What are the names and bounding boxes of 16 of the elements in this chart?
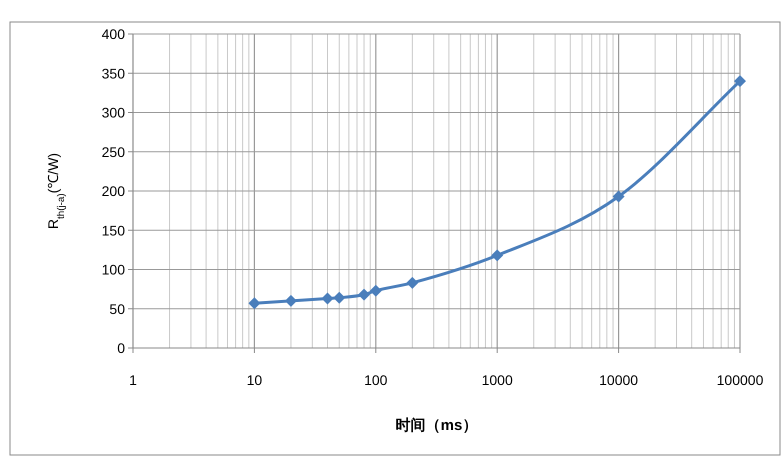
y-tick-label: 300 — [102, 104, 126, 120]
y-tick-label: 400 — [102, 26, 126, 42]
y-tick-label: 350 — [102, 65, 126, 82]
x-tick-label: 1 — [129, 372, 138, 388]
y-tick-label: 50 — [109, 300, 126, 317]
x-tick-label: 10 — [246, 372, 262, 388]
x-tick-label: 1000 — [482, 372, 513, 388]
y-tick-label: 100 — [102, 262, 126, 278]
x-tick-label: 100 — [364, 372, 388, 388]
x-tick-label: 100000 — [716, 372, 764, 388]
y-tick-label: 0 — [117, 340, 126, 356]
y-tick-label: 200 — [102, 183, 126, 199]
y-tick-label: 250 — [102, 144, 126, 160]
x-axis-title: 时间（ms） — [396, 417, 478, 434]
y-tick-label: 150 — [102, 222, 126, 238]
x-tick-label: 10000 — [599, 372, 638, 388]
